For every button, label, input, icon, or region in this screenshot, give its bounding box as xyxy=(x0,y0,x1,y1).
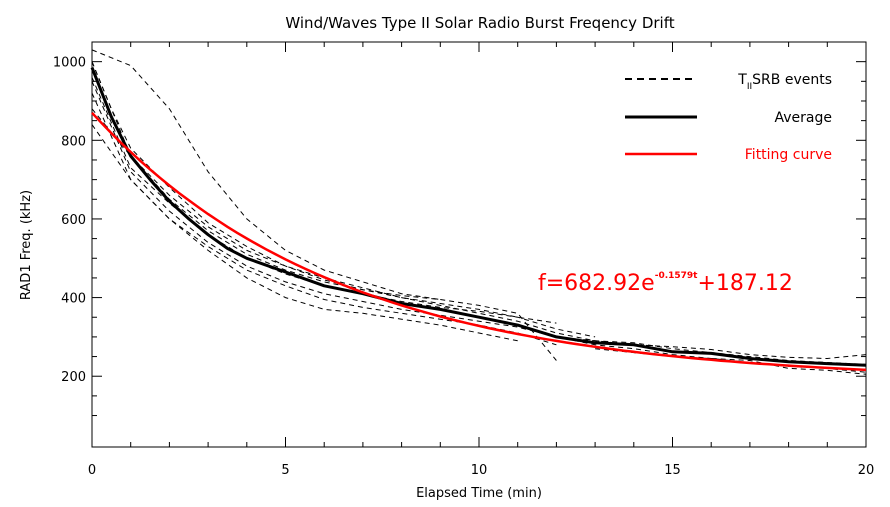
x-tick-label: 20 xyxy=(858,463,875,478)
legend-events-main: T xyxy=(737,72,747,88)
event-curve-8 xyxy=(91,81,867,373)
average-curve-group xyxy=(90,67,867,367)
y-tick-label: 800 xyxy=(61,134,86,149)
y-axis-label: RAD1 Freq. (kHz) xyxy=(19,190,34,300)
fit-formula-tail: +187.12 xyxy=(697,271,792,296)
x-tick-label: 0 xyxy=(88,463,96,478)
event-curve-3 xyxy=(91,77,596,338)
fit-formula: f=682.92e-0.1579t+187.12 xyxy=(538,271,793,296)
legend-label-fit: Fitting curve xyxy=(745,147,832,163)
x-tick-label: 10 xyxy=(471,463,488,478)
x-axis-label: Elapsed Time (min) xyxy=(416,486,542,501)
event-curve-1 xyxy=(91,49,441,300)
event-curve-6 xyxy=(91,124,518,342)
fitting-curve-group xyxy=(91,111,867,372)
legend-label-average: Average xyxy=(775,110,833,126)
chart-title: Wind/Waves Type II Solar Radio Burst Fre… xyxy=(285,14,674,32)
fitting-curve xyxy=(91,111,867,372)
x-tick-label: 15 xyxy=(664,463,681,478)
x-tick-label: 5 xyxy=(281,463,289,478)
y-tick-label: 1000 xyxy=(53,56,86,71)
y-axis-ticks: 200 400 600 800 1000 xyxy=(53,56,866,417)
y-tick-label: 600 xyxy=(61,213,86,228)
y-tick-label: 200 xyxy=(61,370,86,385)
event-curve-9 xyxy=(556,336,867,360)
legend-events-rest: SRB events xyxy=(752,72,832,88)
event-curve-4 xyxy=(91,92,557,346)
average-curve xyxy=(90,67,867,367)
plot-frame xyxy=(91,41,867,448)
legend-label-events: TIISRB events xyxy=(737,72,832,92)
legend-events-sub: II xyxy=(747,82,752,92)
y-tick-label: 400 xyxy=(61,292,86,307)
fit-formula-exponent: -0.1579t xyxy=(655,271,698,281)
legend: TIISRB events Average Fitting curve xyxy=(625,72,832,163)
x-axis-ticks: 0 5 10 15 20 xyxy=(88,42,874,478)
fit-formula-base: f=682.92e xyxy=(538,271,655,296)
